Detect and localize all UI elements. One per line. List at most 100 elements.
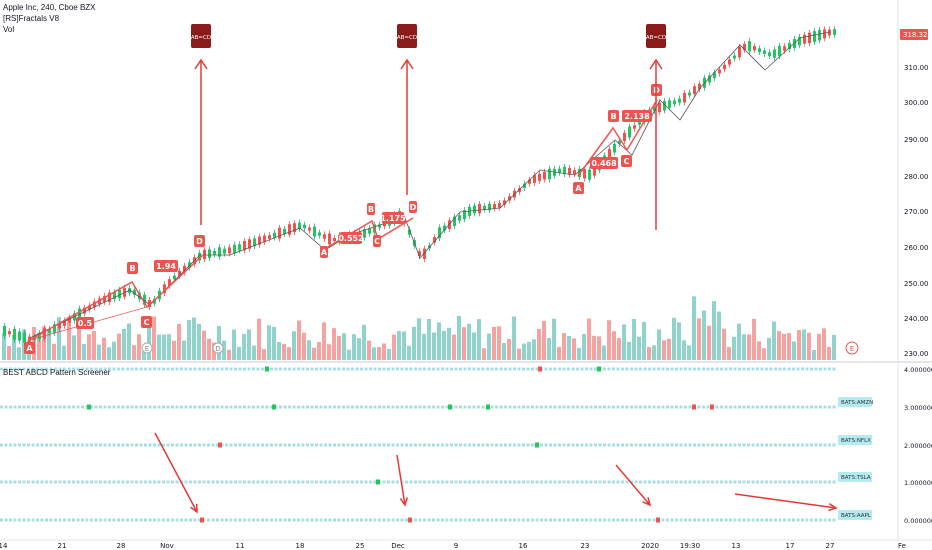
candle-body — [183, 265, 186, 273]
candle-body — [558, 168, 561, 173]
candle-body — [278, 227, 281, 239]
volume-bar — [307, 340, 311, 360]
candle-body — [593, 167, 596, 176]
volume-bar — [177, 323, 181, 360]
volume-bar — [47, 330, 51, 360]
volume-bar — [387, 348, 391, 360]
candle-body — [773, 49, 776, 58]
volume-bar — [497, 326, 501, 360]
candle-body — [633, 125, 636, 129]
candle-body — [138, 292, 141, 300]
candle-body — [328, 233, 331, 245]
candle-body — [463, 210, 466, 220]
volume-bar — [717, 311, 721, 360]
screener-arrow-head — [828, 502, 838, 512]
pattern1-d-label-box — [194, 235, 205, 247]
candle-body — [178, 270, 181, 276]
volume-bar — [252, 345, 256, 360]
screener-signal — [408, 517, 412, 523]
fractals-indicator-label[interactable]: [RS]Fractals V8 — [3, 14, 60, 23]
candle-body — [143, 294, 146, 305]
volume-bar — [597, 336, 601, 360]
pattern3-c-label-box — [621, 155, 632, 167]
screener-row-tag: BATS:AAPL — [841, 513, 872, 519]
volume-bar — [732, 336, 736, 360]
candle-body — [658, 102, 661, 113]
symbol-title[interactable]: Apple Inc, 240, Cboe BZX — [3, 3, 96, 12]
candle-body — [108, 292, 111, 303]
screener-signal — [272, 404, 276, 410]
volume-indicator-label[interactable]: Vol — [3, 25, 15, 34]
time-axis-label: 17 — [786, 542, 795, 550]
candle-body — [533, 175, 536, 183]
volume-bar — [437, 322, 441, 360]
candle-body — [688, 92, 691, 96]
volume-bar — [72, 335, 76, 360]
abcd-badge: AB=CD — [191, 35, 211, 41]
volume-bar — [637, 336, 641, 360]
screener-row-tag-box — [838, 510, 872, 520]
volume-bar — [207, 338, 211, 360]
screener-axis-label: 2.000000 — [904, 442, 932, 450]
volume-bar — [657, 329, 661, 360]
volume-bar — [772, 321, 776, 360]
volume-bar — [652, 345, 656, 360]
candle-body — [683, 92, 686, 103]
candle-body — [583, 169, 586, 179]
candle-body — [258, 236, 261, 245]
candle-body — [748, 41, 751, 52]
candle-body — [503, 200, 506, 205]
candle-body — [613, 143, 616, 153]
candle-body — [213, 250, 216, 255]
volume-bar — [37, 332, 41, 360]
pattern3-a-label: A — [575, 184, 582, 193]
volume-bar — [662, 340, 666, 360]
candle-body — [568, 167, 571, 175]
volume-bar — [607, 320, 611, 360]
screener-signal — [376, 479, 380, 485]
pattern1-b-label-box — [127, 262, 138, 274]
screener-axis-label: 1.000000 — [904, 479, 932, 487]
pattern1-line — [29, 255, 203, 341]
candle-body — [203, 249, 206, 260]
candle-body — [723, 64, 726, 70]
screener-signal — [448, 404, 452, 410]
volume-bar — [817, 333, 821, 360]
pattern2-ratio-bc: 0.552 — [338, 234, 363, 243]
pattern3-b-label-box — [608, 110, 619, 122]
pattern3-b-label: B — [610, 112, 616, 121]
candle-body — [28, 336, 31, 343]
volume-bar — [162, 334, 166, 360]
volume-bar — [787, 333, 791, 360]
candle-body — [58, 323, 61, 329]
volume-bar — [452, 334, 456, 360]
candle-body — [38, 333, 41, 339]
dividend-marker-circle — [212, 342, 224, 354]
volume-bar — [82, 344, 86, 360]
pattern2-d-label-box — [409, 201, 417, 213]
candle-body — [713, 72, 716, 79]
volume-bar — [222, 340, 226, 360]
candle-body — [763, 50, 766, 54]
volume-bar — [232, 329, 236, 360]
volume-bar — [587, 318, 591, 360]
volume-bar — [417, 318, 421, 360]
pattern2-d-label: D — [410, 203, 417, 212]
candle-body — [13, 328, 16, 340]
volume-bar — [312, 347, 316, 360]
pattern2-ratio-cd-box — [382, 212, 404, 224]
volume-bar — [827, 346, 831, 360]
abcd-badge-box — [646, 24, 666, 48]
volume-bar — [537, 329, 541, 360]
candle-body — [268, 235, 271, 239]
pattern1-ratio-bc: 0.5 — [78, 319, 93, 328]
candle-body — [708, 75, 711, 83]
pattern3-ratio-cd: 2.138 — [624, 112, 650, 121]
candle-body — [133, 289, 136, 295]
volume-bar — [667, 338, 671, 360]
volume-bar — [797, 330, 801, 360]
screener-title[interactable]: BEST ABCD Pattern Screener — [3, 368, 111, 377]
price-tick-label: 300.00 — [904, 99, 929, 107]
volume-bar — [202, 330, 206, 360]
